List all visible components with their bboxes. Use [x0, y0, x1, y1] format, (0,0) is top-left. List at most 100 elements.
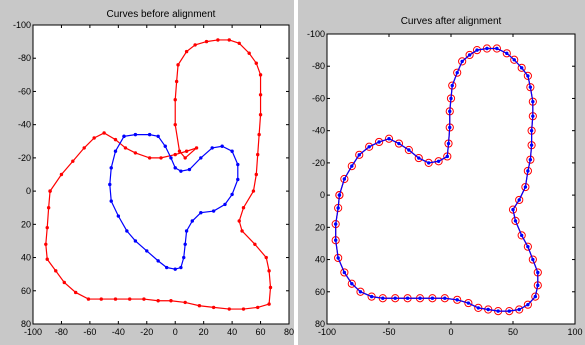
after-blue-point	[446, 141, 451, 146]
before-y-tick-label: 40	[21, 253, 31, 263]
before-blue-point	[236, 162, 240, 167]
before-red-curve	[45, 39, 272, 310]
after-blue-point	[430, 296, 435, 300]
after-x-tick-label: 100	[567, 327, 582, 337]
after-blue-point	[449, 96, 453, 101]
before-red-point	[92, 136, 96, 140]
before-y-tick-label: 0	[26, 186, 31, 196]
after-blue-point	[511, 207, 515, 212]
before-blue-point	[199, 156, 203, 160]
after-blue-point	[405, 296, 410, 300]
after-blue-point	[531, 257, 535, 262]
before-red-point	[102, 131, 106, 135]
before-blue-point	[173, 166, 177, 170]
before-red-point	[241, 307, 246, 311]
after-red-point	[453, 68, 462, 77]
before-blue-point	[183, 242, 187, 246]
before-x-tick-label: -100	[24, 327, 42, 337]
before-red-point	[71, 159, 75, 163]
before-red-point	[46, 206, 51, 210]
after-blue-point	[381, 296, 385, 300]
after-red-point	[510, 55, 519, 64]
after-red-point	[523, 242, 532, 251]
after-y-tick-label: -80	[312, 61, 325, 71]
before-blue-point	[220, 144, 224, 148]
before-red-point	[156, 299, 160, 303]
after-blue-point	[466, 301, 471, 305]
after-blue-point	[333, 238, 338, 242]
before-red-point	[257, 132, 261, 137]
before-red-point	[258, 93, 263, 97]
before-blue-point	[133, 132, 138, 137]
before-red-point	[147, 156, 152, 160]
after-red-point	[355, 150, 364, 159]
after-blue-point	[336, 256, 340, 260]
before-blue-point	[230, 149, 234, 153]
after-red-point	[404, 145, 413, 155]
after-blue-point	[350, 282, 354, 286]
after-blue-point	[507, 309, 511, 313]
before-red-point	[159, 156, 163, 160]
before-red-point	[227, 38, 231, 42]
after-red-point	[526, 83, 535, 92]
after-blue-point	[536, 270, 540, 275]
before-blue-point	[179, 265, 183, 270]
before-blue-point	[211, 209, 216, 213]
after-blue-point	[476, 306, 480, 310]
after-blue-point	[397, 141, 401, 146]
after-blue-point	[445, 154, 449, 159]
after-blue-point	[526, 302, 530, 307]
after-blue-point	[529, 128, 534, 133]
before-blue-point	[169, 156, 173, 160]
before-blue-point	[163, 144, 167, 148]
after-x-tick-label: 0	[448, 327, 453, 337]
before-blue-point	[108, 182, 112, 187]
after-x-tick-label: 50	[508, 327, 518, 337]
before-red-point	[174, 79, 179, 84]
after-blue-point	[467, 53, 472, 57]
before-red-point	[173, 98, 177, 102]
before-blue-point	[125, 229, 129, 233]
after-blue-point	[512, 58, 516, 62]
after-y-tick-label: -60	[312, 93, 325, 103]
after-blue-point	[436, 159, 441, 163]
after-y-tick-label: -100	[307, 29, 325, 39]
after-blue-point	[336, 206, 340, 210]
before-blue-point	[179, 169, 183, 173]
before-blue-point	[184, 229, 189, 233]
after-red-point	[394, 139, 404, 148]
after-red-point	[523, 300, 532, 309]
before-blue-point	[210, 146, 214, 150]
before-y-tick-label: 20	[21, 219, 31, 229]
after-y-tick-label: -20	[312, 158, 325, 168]
after-blue-point	[337, 193, 342, 197]
before-red-point	[240, 229, 244, 233]
before-blue-point	[109, 166, 113, 170]
before-red-point	[169, 299, 173, 303]
before-red-point	[184, 149, 189, 153]
after-blue-point	[531, 99, 535, 104]
after-y-tick-label: 80	[315, 319, 325, 329]
before-x-tick-label: -20	[140, 327, 153, 337]
before-y-tick-label: -40	[18, 120, 31, 130]
before-red-point	[258, 73, 263, 77]
before-red-point	[99, 297, 103, 301]
after-blue-point	[333, 222, 338, 226]
before-red-point	[194, 146, 199, 150]
after-x-tick-label: -100	[318, 327, 336, 337]
before-red-point	[237, 41, 241, 45]
before-red-point	[176, 63, 180, 67]
after-blue-point	[519, 66, 524, 70]
after-blue-point	[426, 161, 431, 165]
before-blue-point	[116, 214, 121, 218]
after-blue-point	[342, 270, 347, 275]
after-blue-point	[528, 157, 533, 162]
before-red-point	[258, 113, 263, 117]
before-red-point	[183, 300, 187, 305]
after-red-point	[464, 298, 473, 308]
before-red-point	[45, 225, 49, 230]
after-blue-point	[505, 51, 509, 56]
before-x-tick-label: 20	[199, 327, 209, 337]
before-y-tick-label: 60	[21, 286, 31, 296]
